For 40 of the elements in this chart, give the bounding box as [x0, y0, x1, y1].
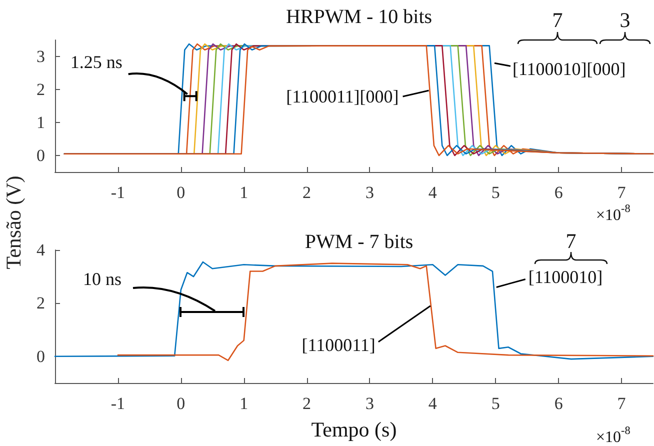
text: ×10$^{-8}$ [596, 203, 631, 224]
text: 3 [620, 8, 630, 32]
x-tick-label: 1 [240, 394, 248, 413]
annotation: 10 ns [83, 269, 122, 289]
x-tick-label: 5 [491, 183, 500, 202]
x-tick-label: 4 [428, 394, 438, 413]
x-axis-title: Tempo (s) [311, 418, 397, 442]
x-tick-label: -1 [110, 183, 126, 202]
x-tick-label: 4 [428, 183, 438, 202]
annotation: [1100010][000] [512, 59, 626, 80]
chart-title: HRPWM - 10 bits [286, 6, 432, 28]
text: 7 [552, 8, 563, 32]
x-tick-label: 7 [617, 394, 626, 413]
text: ×10$^{-8}$ [596, 425, 631, 446]
y-tick-label: 0 [36, 146, 45, 165]
y-tick-label: 2 [36, 294, 45, 313]
y-tick-label: 3 [36, 47, 45, 66]
x-tick-label: 3 [365, 183, 374, 202]
y-tick-label: 0 [36, 346, 45, 366]
y-tick-label: 1 [36, 113, 45, 132]
x-tick-label: 6 [554, 394, 563, 413]
x-tick-label: 2 [302, 394, 312, 413]
y-axis-title: Tensão (V) [1, 175, 26, 269]
chart-title: PWM - 7 bits [304, 231, 414, 253]
x-tick-label: 5 [491, 394, 500, 413]
annotation: 1.25 ns [70, 52, 122, 72]
annotation: 7 [566, 229, 576, 253]
x-tick-label: 2 [302, 183, 312, 202]
x-tick-label: 3 [365, 394, 374, 413]
annotation: [1100011] [302, 334, 376, 355]
y-tick-label: 2 [36, 80, 45, 99]
y-tick-label: 4 [36, 240, 46, 260]
x-tick-label: 0 [176, 394, 186, 413]
x-tick-label: 1 [240, 183, 248, 202]
x-tick-label: 6 [554, 183, 563, 202]
x-tick-label: -1 [110, 394, 126, 413]
annotation: [1100010] [528, 267, 603, 288]
annotation: [1100011][000] [286, 86, 399, 106]
x-tick-label: 0 [176, 183, 186, 202]
x-tick-label: 7 [617, 183, 626, 202]
